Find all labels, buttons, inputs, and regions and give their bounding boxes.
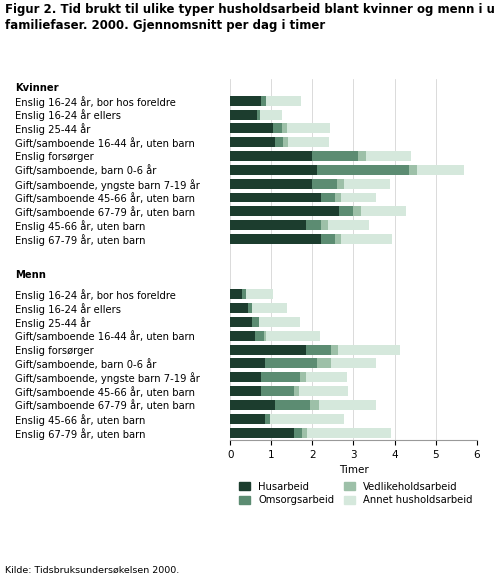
Bar	[230, 344, 306, 355]
Bar	[321, 234, 335, 244]
Bar	[341, 234, 393, 244]
Bar	[230, 192, 321, 202]
Bar	[260, 110, 283, 120]
Bar	[335, 234, 341, 244]
Bar	[230, 386, 261, 396]
Bar	[300, 372, 306, 382]
Bar	[230, 96, 261, 106]
Bar	[230, 123, 273, 134]
Bar	[230, 400, 275, 410]
Bar	[310, 400, 319, 410]
Bar	[417, 165, 464, 175]
Bar	[230, 165, 316, 175]
Bar	[246, 290, 273, 299]
Bar	[341, 192, 376, 202]
Bar	[261, 96, 266, 106]
Bar	[255, 331, 264, 341]
Bar	[299, 386, 348, 396]
Bar	[307, 428, 391, 438]
Bar	[248, 303, 251, 313]
Bar	[283, 137, 288, 147]
Bar	[312, 179, 337, 188]
Bar	[339, 206, 353, 216]
Bar	[261, 386, 294, 396]
Bar	[409, 165, 417, 175]
Bar	[266, 96, 301, 106]
Bar	[306, 372, 347, 382]
Bar	[230, 372, 261, 382]
Bar	[230, 331, 255, 341]
Bar	[316, 358, 331, 368]
Bar	[353, 206, 361, 216]
Bar	[230, 179, 312, 188]
X-axis label: Timer: Timer	[339, 465, 368, 476]
Bar	[230, 220, 306, 230]
Bar	[251, 303, 287, 313]
Bar	[335, 192, 341, 202]
Bar	[230, 317, 251, 327]
Legend: Husarbeid, Omsorgsarbeid, Vedlikeholdsarbeid, Annet husholdsarbeid: Husarbeid, Omsorgsarbeid, Vedlikeholdsar…	[235, 478, 477, 509]
Bar	[283, 123, 288, 134]
Bar	[316, 165, 409, 175]
Bar	[230, 428, 294, 438]
Text: Kilde: Tidsbruksundersøkelsen 2000.: Kilde: Tidsbruksundersøkelsen 2000.	[5, 566, 179, 575]
Bar	[357, 151, 366, 161]
Bar	[306, 344, 331, 355]
Bar	[319, 400, 376, 410]
Bar	[230, 110, 257, 120]
Bar	[345, 179, 390, 188]
Bar	[259, 317, 300, 327]
Bar	[294, 386, 299, 396]
Bar	[257, 110, 260, 120]
Bar	[306, 220, 321, 230]
Bar	[337, 179, 345, 188]
Bar	[361, 206, 406, 216]
Bar	[261, 372, 300, 382]
Bar	[230, 206, 339, 216]
Bar	[242, 290, 246, 299]
Bar	[230, 234, 321, 244]
Bar	[331, 358, 376, 368]
Bar	[288, 137, 329, 147]
Bar	[331, 344, 338, 355]
Bar	[366, 151, 411, 161]
Bar	[328, 220, 369, 230]
Bar	[230, 414, 265, 424]
Bar	[230, 303, 248, 313]
Bar	[294, 428, 302, 438]
Bar	[265, 358, 316, 368]
Bar	[273, 123, 283, 134]
Bar	[230, 358, 265, 368]
Bar	[275, 400, 310, 410]
Bar	[266, 331, 320, 341]
Bar	[230, 151, 312, 161]
Bar	[321, 192, 335, 202]
Bar	[251, 317, 259, 327]
Bar	[270, 414, 344, 424]
Bar	[230, 137, 275, 147]
Bar	[312, 151, 357, 161]
Bar	[288, 123, 331, 134]
Bar	[302, 428, 307, 438]
Bar	[321, 220, 328, 230]
Bar	[230, 290, 242, 299]
Bar	[338, 344, 400, 355]
Text: Figur 2. Tid brukt til ulike typer husholdsarbeid blant kvinner og menn i ulike
: Figur 2. Tid brukt til ulike typer husho…	[5, 3, 495, 32]
Bar	[275, 137, 283, 147]
Bar	[264, 331, 266, 341]
Bar	[265, 414, 270, 424]
